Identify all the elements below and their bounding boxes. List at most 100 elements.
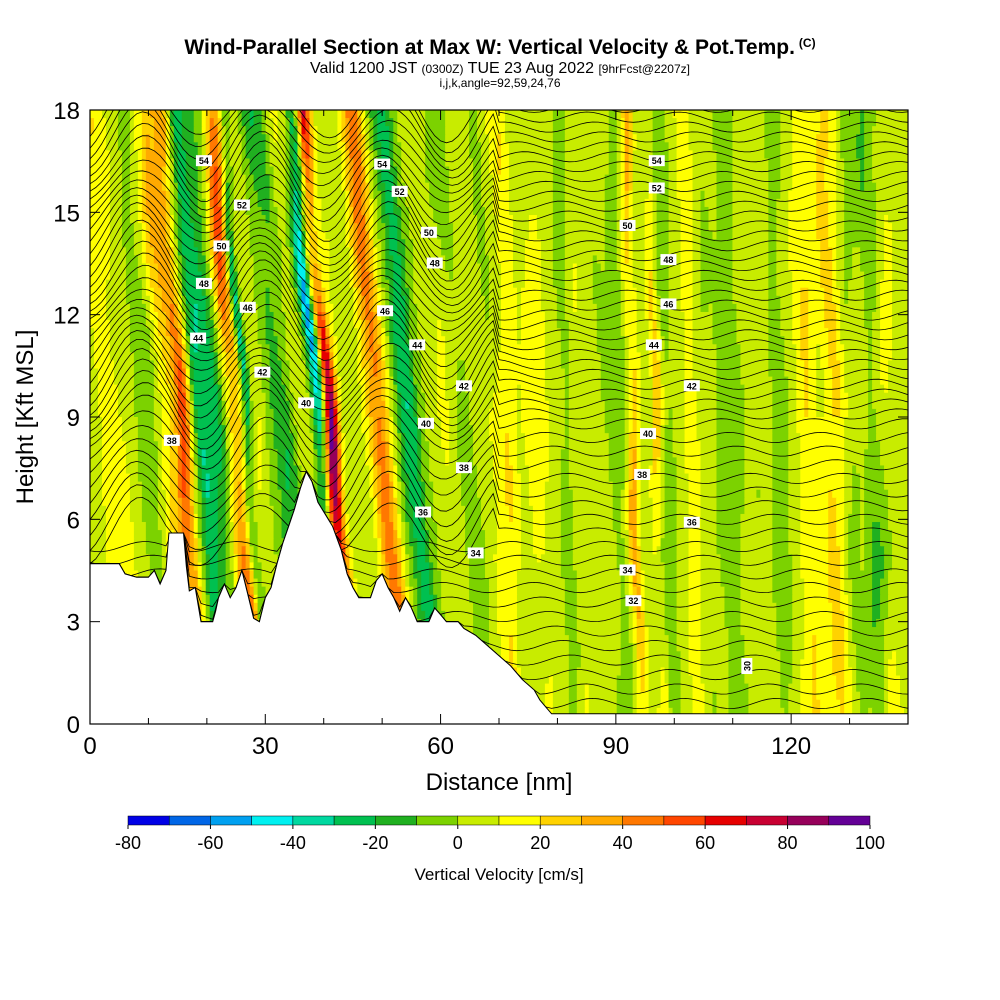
field-cell bbox=[253, 158, 259, 168]
field-cell bbox=[149, 126, 155, 135]
field-cell bbox=[281, 150, 287, 160]
field-cell bbox=[576, 223, 582, 232]
field-cell bbox=[477, 190, 482, 200]
field-cell bbox=[832, 182, 837, 192]
field-cell bbox=[728, 247, 734, 257]
field-cell bbox=[688, 166, 694, 176]
field-cell bbox=[497, 239, 502, 248]
field-cell bbox=[796, 118, 801, 127]
field-cell bbox=[157, 287, 163, 297]
field-cell bbox=[325, 134, 331, 143]
field-cell bbox=[656, 198, 662, 208]
field-cell bbox=[852, 279, 857, 289]
field-cell bbox=[137, 295, 143, 305]
field-cell bbox=[165, 150, 171, 160]
field-cell bbox=[309, 158, 315, 168]
field-cell bbox=[145, 166, 151, 176]
field-cell bbox=[121, 118, 127, 127]
field-cell bbox=[792, 118, 797, 127]
field-cell bbox=[904, 166, 908, 176]
field-cell bbox=[201, 206, 207, 216]
field-cell bbox=[808, 231, 813, 240]
field-cell bbox=[556, 118, 562, 127]
field-cell bbox=[764, 215, 769, 224]
field-cell bbox=[680, 287, 686, 297]
field-cell bbox=[616, 142, 622, 151]
field-cell bbox=[820, 215, 825, 224]
field-cell bbox=[353, 134, 358, 143]
field-cell bbox=[177, 174, 183, 184]
field-cell bbox=[405, 142, 410, 151]
field-cell bbox=[512, 126, 518, 135]
field-cell bbox=[329, 215, 334, 224]
field-cell bbox=[736, 142, 742, 151]
field-cell bbox=[257, 118, 263, 127]
field-cell bbox=[253, 110, 259, 119]
field-cell bbox=[584, 134, 590, 143]
field-cell bbox=[572, 182, 578, 192]
field-cell bbox=[229, 110, 235, 119]
field-cell bbox=[684, 231, 690, 240]
field-cell bbox=[281, 158, 287, 168]
field-cell bbox=[289, 279, 295, 289]
field-cell bbox=[249, 247, 255, 257]
field-cell bbox=[93, 215, 99, 224]
field-cell bbox=[165, 166, 171, 176]
field-cell bbox=[828, 118, 833, 127]
field-cell bbox=[345, 182, 350, 192]
field-cell bbox=[153, 142, 159, 151]
field-cell bbox=[548, 182, 554, 192]
field-cell bbox=[205, 190, 211, 200]
index-info: i,j,k,angle=92,59,24,76 bbox=[439, 76, 561, 90]
field-cell bbox=[129, 190, 135, 200]
field-cell bbox=[632, 247, 638, 257]
field-cell bbox=[536, 215, 542, 224]
field-cell bbox=[772, 206, 777, 216]
field-cell bbox=[181, 174, 187, 184]
field-cell bbox=[109, 134, 115, 143]
field-cell bbox=[449, 126, 454, 135]
field-cell bbox=[548, 110, 554, 119]
field-cell bbox=[616, 231, 622, 240]
field-cell bbox=[904, 223, 908, 232]
field-cell bbox=[465, 150, 470, 160]
field-cell bbox=[105, 118, 111, 127]
field-cell bbox=[876, 150, 881, 160]
field-cell bbox=[692, 118, 698, 127]
field-cell bbox=[409, 134, 414, 143]
field-cell bbox=[145, 215, 151, 224]
field-cell bbox=[289, 223, 295, 232]
field-cell bbox=[880, 223, 885, 232]
field-cell bbox=[820, 118, 825, 127]
field-cell bbox=[213, 206, 219, 216]
field-cell bbox=[820, 223, 825, 232]
field-cell bbox=[720, 150, 726, 160]
field-cell bbox=[728, 150, 734, 160]
field-cell bbox=[512, 174, 518, 184]
field-cell bbox=[481, 142, 486, 151]
field-cell bbox=[596, 247, 602, 257]
field-cell bbox=[213, 126, 219, 135]
field-cell bbox=[616, 110, 622, 119]
field-cell bbox=[209, 166, 215, 176]
field-cell bbox=[197, 239, 203, 248]
field-cell bbox=[740, 271, 745, 281]
field-cell bbox=[389, 190, 394, 200]
field-cell bbox=[385, 198, 390, 208]
field-cell bbox=[305, 166, 311, 176]
field-cell bbox=[273, 150, 279, 160]
field-cell bbox=[90, 142, 95, 151]
field-cell bbox=[732, 247, 738, 257]
field-cell bbox=[269, 231, 275, 240]
field-cell bbox=[764, 279, 769, 289]
field-cell bbox=[632, 239, 638, 248]
field-cell bbox=[201, 142, 207, 151]
field-cell bbox=[369, 158, 374, 168]
field-cell bbox=[389, 231, 394, 240]
field-cell bbox=[528, 166, 534, 176]
field-cell bbox=[580, 206, 586, 216]
field-cell bbox=[612, 190, 618, 200]
field-cell bbox=[225, 206, 231, 216]
field-cell bbox=[217, 198, 223, 208]
field-cell bbox=[868, 174, 873, 184]
